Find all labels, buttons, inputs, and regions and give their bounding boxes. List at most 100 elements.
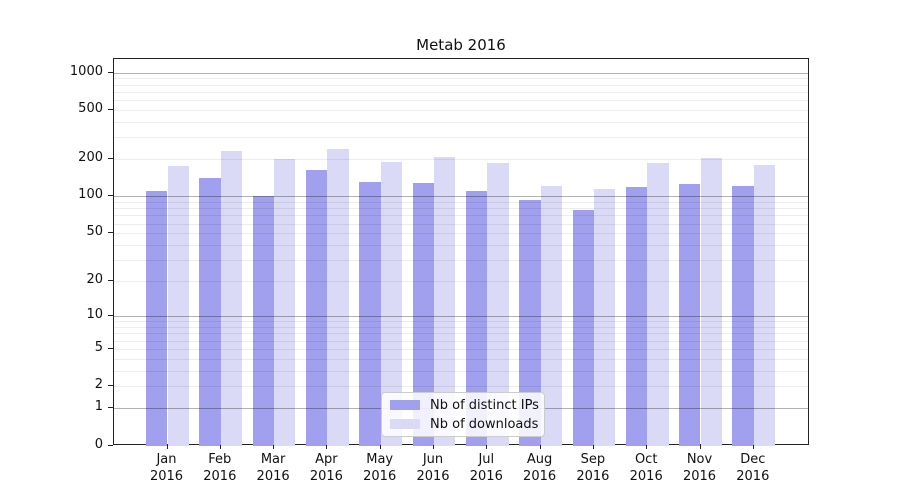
y-tick-label-20: 20 [86,272,103,288]
legend-swatch-downloads [390,419,420,429]
y-tick-label-2: 2 [94,377,103,393]
gridline-minor-70 [114,215,808,217]
bar-downloads-mar [274,159,296,446]
y-tick-label-100: 100 [78,187,103,203]
y-tick-label-1: 1 [94,399,103,415]
gridline-minor-80 [114,208,808,210]
y-tick-label-500: 500 [78,100,103,116]
y-tick-label-0: 0 [94,436,103,452]
bar-downloads-sep [593,188,616,446]
y-tick-mark-10 [108,315,113,317]
gridline-minor-300 [114,137,808,139]
gridline-minor-500 [114,109,808,111]
y-tick-mark-1 [108,407,113,409]
gridline-major-100 [114,196,808,198]
x-tick-mark-nov [699,445,701,449]
y-tick-mark-1000 [108,71,113,73]
gridline-minor-7 [114,333,808,335]
legend: Nb of distinct IPs Nb of downloads [381,392,545,437]
y-tick-mark-100 [108,195,113,197]
bar-distinct-ips-mar [252,196,275,446]
bar-distinct-ips-feb [199,178,221,446]
x-tick-mark-sep [592,445,594,449]
gridline-minor-900 [114,78,808,80]
x-tick-label-apr: Apr 2016 [309,452,343,484]
bar-distinct-ips-may [359,182,381,446]
bar-distinct-ips-dec [732,185,754,446]
bar-downloads-dec [753,164,776,446]
bar-distinct-ips-jun [412,183,434,446]
y-tick-mark-20 [108,280,113,282]
y-tick-mark-5 [108,347,113,349]
legend-item-distinct-ips: Nb of distinct IPs [390,397,539,413]
legend-label-distinct-ips: Nb of distinct IPs [430,397,539,413]
gridline-major-1000 [114,72,808,74]
x-tick-label-nov: Nov 2016 [682,452,717,484]
x-tick-label-feb: Feb 2016 [203,452,237,484]
gridline-minor-800 [114,84,808,86]
bar-distinct-ips-jan [146,191,168,446]
gridline-minor-2 [114,386,808,388]
x-tick-mark-may [379,445,381,449]
y-tick-label-1000: 1000 [69,63,103,79]
x-tick-label-jun: Jun 2016 [416,452,450,484]
x-tick-mark-jul [486,445,488,449]
gridline-minor-8 [114,326,808,328]
x-tick-mark-aug [539,445,541,449]
gridline-minor-200 [114,159,808,161]
x-tick-mark-oct [646,445,648,449]
x-tick-label-mar: Mar 2016 [256,452,290,484]
gridline-minor-400 [114,121,808,123]
gridline-minor-4 [114,358,808,360]
bar-downloads-apr [327,149,349,446]
bar-downloads-jul [487,163,509,446]
y-tick-mark-2 [108,385,113,387]
x-tick-label-sep: Sep 2016 [576,452,610,484]
x-tick-label-jan: Jan 2016 [149,452,184,484]
gridline-minor-60 [114,223,808,225]
gridline-minor-40 [114,245,808,246]
bar-downloads-oct [647,163,669,446]
bar-distinct-ips-apr [306,169,328,446]
y-tick-label-50: 50 [86,224,103,240]
x-tick-label-may: May 2016 [363,452,397,484]
bar-distinct-ips-sep [572,210,594,446]
gridline-minor-9 [114,321,808,323]
y-tick-label-5: 5 [94,339,103,355]
legend-item-downloads: Nb of downloads [390,416,539,432]
chart-title: Metab 2016 [416,36,506,54]
y-tick-label-10: 10 [86,307,103,323]
x-tick-label-aug: Aug 2016 [523,452,557,484]
bar-distinct-ips-oct [625,186,648,446]
bar-distinct-ips-nov [679,183,701,446]
grid-layer [114,59,808,444]
gridline-minor-6 [114,340,808,342]
gridline-minor-50 [114,233,808,235]
y-tick-mark-0 [108,444,113,446]
x-tick-label-jul: Jul 2016 [469,452,503,484]
y-tick-label-200: 200 [78,150,103,166]
bars-layer [114,59,808,446]
x-tick-label-dec: Dec 2016 [736,452,770,484]
gridline-minor-30 [114,260,808,262]
bar-downloads-feb [220,150,243,446]
bar-downloads-aug [540,185,562,446]
plot-area: Nb of distinct IPs Nb of downloads [113,58,809,446]
x-tick-mark-dec [752,445,754,449]
legend-label-downloads: Nb of downloads [430,416,539,432]
gridline-minor-600 [114,100,808,102]
gridline-minor-700 [114,91,808,93]
y-tick-mark-500 [108,108,113,110]
gridline-minor-5 [114,348,808,350]
x-tick-mark-jan [166,445,168,449]
x-tick-label-oct: Oct 2016 [629,452,663,484]
gridline-major-10 [114,316,808,318]
bar-downloads-jun [434,156,456,446]
y-tick-mark-200 [108,158,113,160]
gridline-minor-3 [114,370,808,372]
bar-distinct-ips-aug [519,200,541,446]
x-tick-mark-feb [219,445,221,449]
x-tick-mark-mar [273,445,275,449]
x-tick-mark-jun [433,445,434,449]
